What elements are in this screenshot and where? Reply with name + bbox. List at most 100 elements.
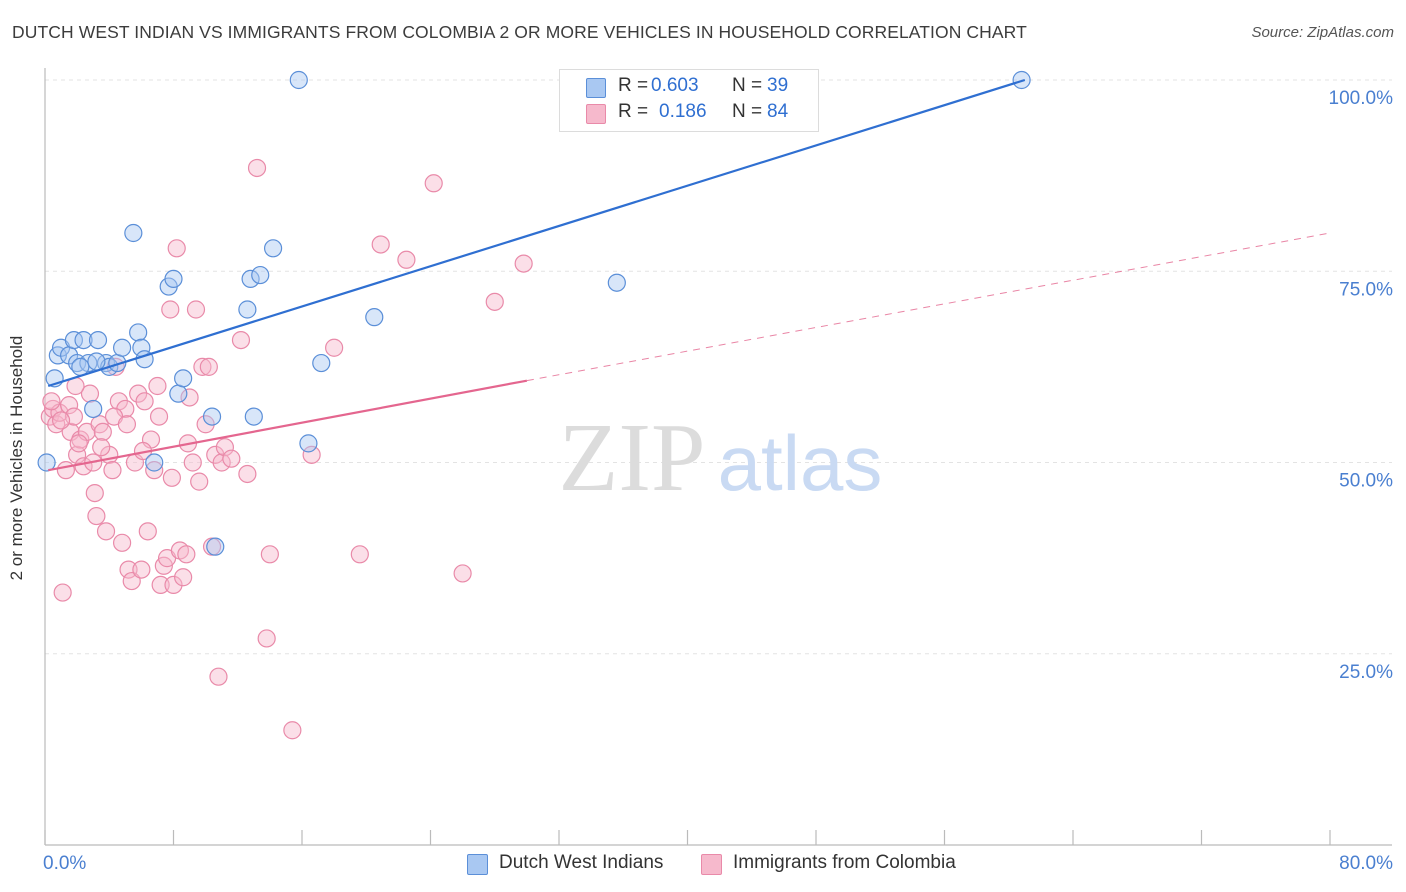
data-point [174, 369, 193, 388]
data-point [299, 434, 318, 453]
legend-box: R = 0.603 N = 39 R = 0.186 N = 84 [559, 69, 819, 132]
grid-lines [45, 79, 1392, 655]
data-point [222, 449, 241, 468]
data-point [164, 269, 183, 288]
data-point [365, 308, 384, 327]
data-point [607, 273, 626, 292]
data-point [206, 537, 225, 556]
data-point [37, 453, 56, 472]
data-point [80, 384, 100, 403]
data-point [112, 533, 132, 552]
trend-line-immigrants-colombia [48, 379, 528, 472]
data-point [138, 522, 157, 541]
data-point [180, 388, 199, 407]
legend-n-value: 39 [767, 75, 789, 96]
source-label: Source: ZipAtlas.com [1251, 24, 1394, 41]
x-tick-label-max: 80.0% [1339, 853, 1393, 874]
data-point [149, 407, 169, 426]
data-point [257, 629, 276, 648]
data-point [312, 353, 331, 373]
data-point [424, 174, 443, 193]
legend-swatch-blue [586, 78, 606, 98]
data-point [96, 522, 116, 541]
data-point [53, 583, 72, 602]
data-point [87, 352, 106, 371]
data-point [93, 422, 112, 441]
data-point [112, 338, 132, 357]
bottom-legend-swatch-pink [701, 854, 722, 875]
data-point [215, 438, 234, 457]
data-point [174, 568, 193, 587]
data-point [209, 667, 228, 686]
data-point [302, 445, 321, 464]
data-point [56, 461, 75, 480]
axes [44, 68, 1392, 846]
legend-r-value: 0.603 [651, 75, 699, 96]
data-point [485, 292, 504, 311]
watermark-zip: ZIP [559, 404, 706, 512]
data-point [162, 468, 181, 487]
data-point [169, 384, 188, 403]
legend-n-value: 84 [767, 101, 789, 122]
data-point [283, 721, 302, 740]
y-axis-label: 2 or more Vehicles in Household [7, 335, 26, 581]
data-point [74, 331, 93, 350]
data-point [350, 545, 369, 564]
data-point [132, 560, 151, 579]
data-point [69, 434, 88, 453]
data-point [251, 265, 270, 285]
data-point [42, 392, 61, 411]
chart-title: DUTCH WEST INDIAN VS IMMIGRANTS FROM COL… [12, 22, 1027, 42]
data-point [87, 506, 106, 526]
data-point [177, 545, 196, 564]
data-point [59, 396, 79, 415]
data-point [71, 357, 90, 376]
legend-n-label: N = [732, 75, 763, 96]
data-point [186, 300, 206, 319]
data-point [164, 575, 183, 595]
data-point [92, 438, 111, 457]
data-point [263, 239, 283, 258]
data-point [68, 445, 87, 464]
data-point [202, 407, 222, 426]
y-tick-label-75: 75.0% [1339, 279, 1393, 300]
legend-r-label: R = [618, 101, 649, 122]
data-point [212, 453, 231, 472]
data-point [103, 461, 122, 480]
data-point [84, 399, 103, 419]
data-point [247, 158, 267, 178]
data-point [51, 411, 71, 430]
data-point [145, 461, 164, 480]
data-point [190, 472, 209, 491]
x-tick-label-min: 0.0% [43, 853, 86, 874]
data-point [260, 545, 279, 564]
series-immigrants-colombia-points [40, 158, 533, 740]
trend-lines [47, 78, 1331, 472]
y-tick-label-50: 50.0% [1339, 471, 1393, 492]
data-point [151, 575, 170, 595]
data-point [88, 331, 108, 350]
tick-labels: 25.0% 50.0% 75.0% 100.0% 0.0% 80.0% [43, 88, 1393, 874]
trend-line-dutch-west-indians [47, 78, 1026, 388]
data-point [64, 331, 84, 350]
data-point [244, 407, 263, 426]
bottom-legend-label: Immigrants from Colombia [733, 852, 956, 873]
data-point [514, 254, 533, 273]
data-point [183, 453, 202, 472]
data-point [124, 223, 143, 243]
data-point [167, 239, 186, 258]
data-point [231, 331, 251, 350]
data-point [148, 376, 167, 396]
data-point [241, 269, 260, 288]
data-point [325, 338, 344, 357]
legend-r-label: R = [618, 75, 649, 96]
data-point [238, 300, 257, 319]
data-point [371, 235, 390, 254]
bottom-legend-swatch-blue [467, 854, 488, 875]
data-point [289, 70, 308, 90]
legend-r-value: 0.186 [659, 101, 707, 122]
watermark-atlas: atlas [718, 419, 883, 507]
data-point [453, 564, 472, 583]
data-point [117, 415, 137, 434]
